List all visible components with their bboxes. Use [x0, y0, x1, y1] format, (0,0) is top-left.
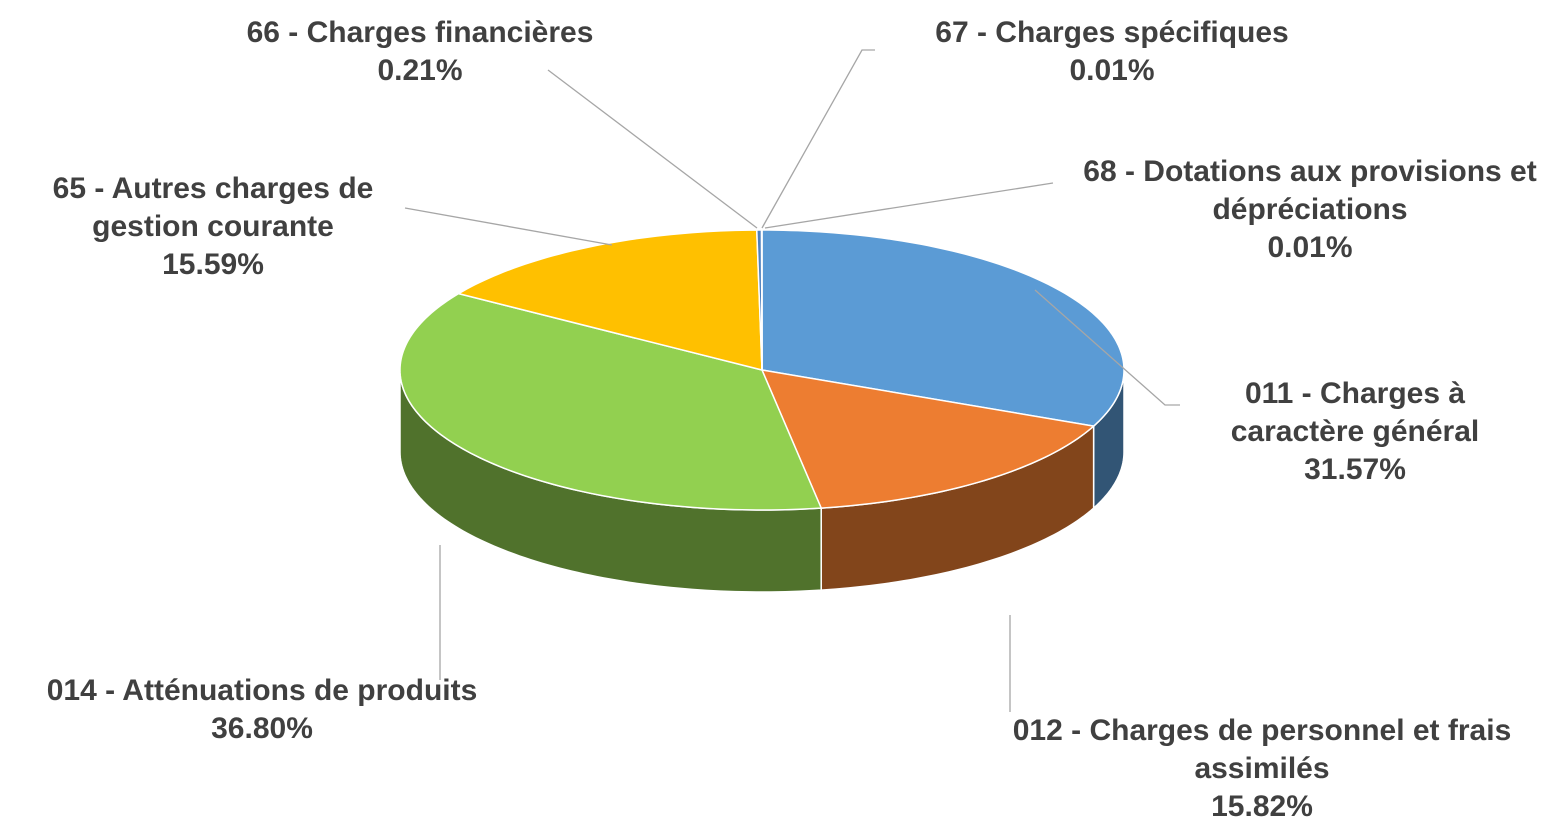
data-label: 014 - Atténuations de produits 36.80%: [2, 672, 522, 748]
category-label: 65 - Autres charges de gestion courante: [52, 172, 374, 243]
value-label: 15.82%: [1211, 790, 1313, 823]
leader-line: [404, 207, 613, 246]
slice: [761, 229, 1125, 427]
slice: [760, 369, 1096, 509]
category-label: 66 - Charges financières: [246, 16, 594, 49]
value-label: 0.21%: [377, 54, 463, 87]
pie-tops: [399, 229, 1125, 511]
category-label: 014 - Atténuations de produits: [46, 674, 478, 707]
data-label: 65 - Autres charges de gestion courante 1…: [3, 170, 423, 284]
data-label: 67 - Charges spécifiques 0.01%: [882, 14, 1342, 90]
leader-lines: [404, 49, 1180, 712]
value-label: 31.57%: [1304, 453, 1406, 486]
category-label: 68 - Dotations aux provisions et dépréci…: [1083, 155, 1537, 226]
data-label: 012 - Charges de personnel et frais assi…: [967, 712, 1557, 826]
leader-line: [764, 182, 1054, 229]
data-label: 68 - Dotations aux provisions et dépréci…: [1050, 153, 1559, 267]
category-label: 012 - Charges de personnel et frais assi…: [1012, 714, 1512, 785]
category-label: 67 - Charges spécifiques: [935, 16, 1289, 49]
value-label: 15.59%: [162, 248, 264, 281]
data-label: 011 - Charges à caractère général 31.57%: [1195, 375, 1515, 489]
leader-line: [761, 49, 875, 229]
data-label: 66 - Charges financières 0.21%: [190, 14, 650, 90]
value-label: 0.01%: [1267, 231, 1353, 264]
value-label: 36.80%: [211, 712, 313, 745]
category-label: 011 - Charges à caractère général: [1230, 377, 1480, 448]
leader-line: [547, 69, 758, 229]
slice: [399, 292, 823, 511]
leader-line: [1034, 289, 1180, 406]
value-label: 0.01%: [1069, 54, 1155, 87]
slice: [456, 229, 763, 371]
